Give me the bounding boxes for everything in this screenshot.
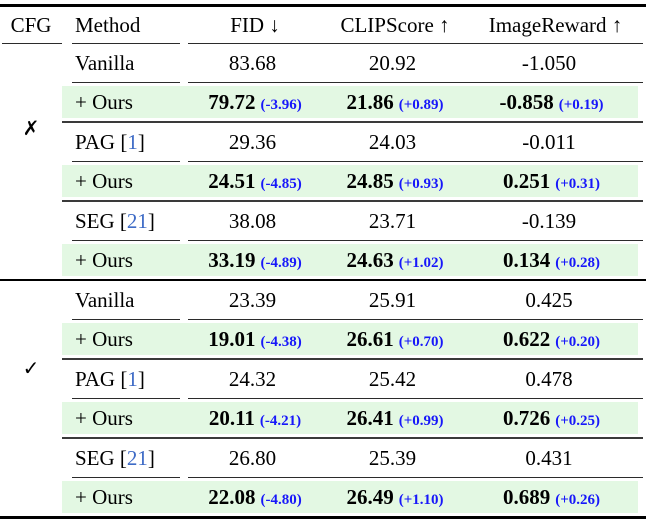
method-cell: Vanilla [62, 51, 185, 76]
clipscore-cell: 24.03 [368, 129, 417, 154]
method-cell: + Ours [62, 169, 185, 194]
imagereward-cell: -1.050 [521, 50, 577, 75]
header-row: CFG Method FID ↓ CLIPScore ↑ ImageReward… [0, 7, 646, 43]
subgroup-divider [0, 437, 646, 439]
table-row-ours: + Ours 79.72 (-3.96) 21.86 (+0.89) -0.858(… [0, 83, 646, 121]
fid-cell: 20.11 (-4.21) [208, 405, 302, 430]
method-cell: + Ours [62, 248, 185, 273]
table-row-ours: + Ours 22.08 (-4.80) 26.49 (+1.10) 0.689 (+… [0, 478, 646, 516]
fid-cell: 33.19 (-4.89) [208, 247, 302, 272]
subgroup-divider [0, 121, 646, 123]
imagereward-cell: -0.011 [522, 129, 576, 154]
group-divider [0, 279, 646, 281]
imagereward-cell: 0.431 [525, 445, 573, 470]
imagereward-cell: 0.478 [525, 366, 573, 391]
table-row: PAG [1] 24.32 25.42 0.478 [0, 360, 646, 398]
method-label: + Ours [75, 484, 133, 509]
subgroup-divider [0, 200, 646, 202]
clipscore-cell: 26.41 (+0.99) [346, 405, 444, 430]
method-label: PAG [ [75, 366, 128, 391]
clipscore-cell: 24.85 (+0.93) [346, 168, 444, 193]
imagereward-cell: 0.425 [525, 287, 573, 312]
table-row-ours: + Ours 24.51 (-4.85) 24.85 (+0.93) 0.251 (+… [0, 162, 646, 200]
clipscore-cell: 26.49 (+1.10) [346, 484, 444, 509]
method-label: + Ours [75, 326, 133, 351]
fid-cell: 24.32 [228, 366, 277, 391]
method-cell: PAG [1] [75, 366, 145, 391]
table-row: Vanilla 23.39 25.91 0.425 [0, 281, 646, 319]
row-divider [0, 398, 646, 399]
method-label: Vanilla [75, 50, 135, 75]
row-divider [0, 82, 646, 83]
column-header-method: Method [75, 12, 141, 37]
table-row: PAG [1] 29.36 24.03 -0.011 [0, 123, 646, 161]
imagereward-cell: 0.689 (+0.26) [502, 484, 601, 509]
fid-cell: 29.36 [228, 129, 277, 154]
cfg-off-cross-icon: ✗ [22, 116, 40, 140]
citation-link[interactable]: 1 [127, 129, 138, 154]
bottom-rule [0, 516, 646, 519]
clipscore-cell: 23.71 [368, 208, 417, 233]
column-header-imagereward: ImageReward ↑ [488, 12, 623, 37]
row-divider [0, 161, 646, 162]
clipscore-cell: 21.86 (+0.89) [346, 89, 444, 114]
row-divider [0, 319, 646, 320]
clipscore-cell: 20.92 [368, 50, 417, 75]
method-label: + Ours [75, 247, 133, 272]
imagereward-cell: 0.134 (+0.28) [502, 247, 601, 272]
top-rule [0, 4, 646, 7]
fid-cell: 83.68 [228, 50, 277, 75]
method-label: SEG [ [75, 208, 127, 233]
imagereward-cell: 0.726 (+0.25) [502, 405, 601, 430]
method-label: SEG [ [75, 445, 127, 470]
method-cell: + Ours [62, 327, 185, 352]
imagereward-cell: 0.251 (+0.31) [502, 168, 601, 193]
clipscore-cell: 25.39 [368, 445, 417, 470]
method-cell: SEG [21] [75, 208, 155, 233]
method-cell: + Ours [62, 406, 185, 431]
clipscore-cell: 25.42 [368, 366, 417, 391]
method-label: Vanilla [75, 287, 135, 312]
method-cell: + Ours [62, 485, 185, 510]
method-cell: + Ours [62, 90, 185, 115]
method-label: + Ours [75, 168, 133, 193]
row-divider [0, 477, 646, 478]
clipscore-cell: 26.61 (+0.70) [346, 326, 444, 351]
fid-cell: 23.39 [228, 287, 277, 312]
method-cell: SEG [21] [75, 445, 155, 470]
header-rule [0, 43, 646, 44]
citation-link[interactable]: 21 [126, 445, 148, 470]
column-header-fid: FID ↓ [230, 12, 280, 37]
table-row-ours: + Ours 20.11 (-4.21) 26.41 (+0.99) 0.726 (+… [0, 399, 646, 437]
imagereward-cell: -0.139 [521, 208, 577, 233]
table-row-ours: + Ours 33.19 (-4.89) 24.63 (+1.02) 0.134 (+… [0, 241, 646, 279]
method-label: + Ours [75, 89, 133, 114]
cfg-on-check-icon: ✓ [22, 356, 40, 380]
subgroup-divider [0, 358, 646, 360]
column-header-clipscore: CLIPScore ↑ [340, 12, 450, 37]
method-label: + Ours [75, 405, 133, 430]
clipscore-cell: 24.63 (+1.02) [346, 247, 444, 272]
method-cell: Vanilla [62, 288, 185, 313]
fid-cell: 79.72 (-3.96) [208, 89, 302, 114]
table-row: Vanilla 83.68 20.92 -1.050 [0, 44, 646, 82]
fid-cell: 26.80 [228, 445, 277, 470]
column-header-cfg: CFG [10, 12, 52, 37]
imagereward-cell: 0.622 (+0.20) [502, 326, 601, 351]
citation-link[interactable]: 21 [126, 208, 148, 233]
fid-cell: 19.01 (-4.38) [208, 326, 302, 351]
fid-cell: 22.08 (-4.80) [208, 484, 302, 509]
row-divider [0, 240, 646, 241]
table-row-ours: + Ours 19.01 (-4.38) 26.61 (+0.70) 0.622 (+… [0, 320, 646, 358]
citation-link[interactable]: 1 [127, 366, 138, 391]
clipscore-cell: 25.91 [368, 287, 417, 312]
fid-cell: 38.08 [228, 208, 277, 233]
imagereward-cell: -0.858 (+0.19) [499, 89, 604, 114]
method-label: PAG [ [75, 129, 128, 154]
table-row: SEG [21] 26.80 25.39 0.431 [0, 439, 646, 477]
method-cell: PAG [1] [75, 129, 145, 154]
fid-cell: 24.51 (-4.85) [208, 168, 302, 193]
table-row: SEG [21] 38.08 23.71 -0.139 [0, 202, 646, 240]
